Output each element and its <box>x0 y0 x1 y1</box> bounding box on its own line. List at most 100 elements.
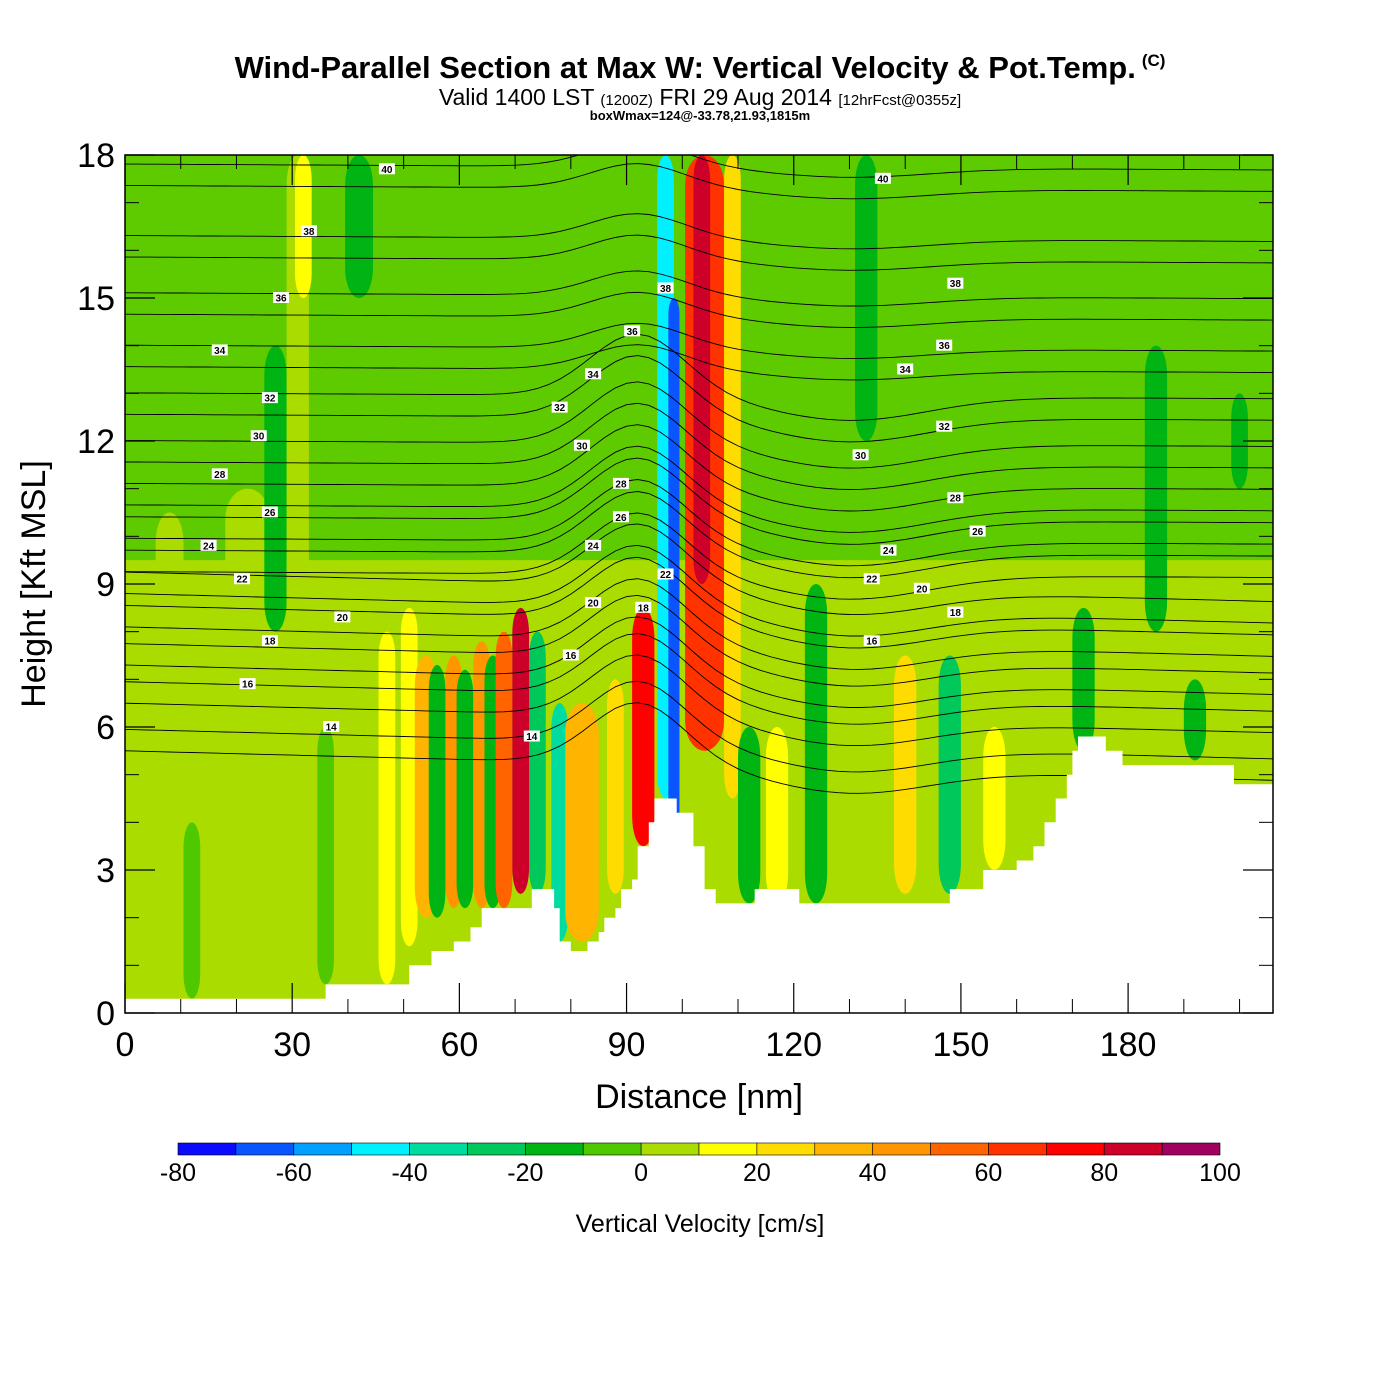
isentrope-30-0 <box>125 402 1273 490</box>
isentrope-label-bg <box>880 544 897 556</box>
isentrope-28-1 <box>125 424 1273 512</box>
colorbar-tick--80: -80 <box>160 1159 196 1187</box>
y-tick-label-15: 15 <box>77 280 115 318</box>
isentrope-label-6: 28 <box>211 468 228 481</box>
isentrope-label-text: 22 <box>236 575 248 586</box>
y-tick-label-9: 9 <box>96 566 115 604</box>
isentrope-label-text: 40 <box>381 165 393 176</box>
isentrope-label-28: 38 <box>947 277 964 290</box>
isentrope-label-16: 28 <box>612 477 629 490</box>
boxwmax-info: boxWmax=124@-33.78,21.93,1815m <box>589 108 811 123</box>
y-tick-label-0: 0 <box>96 995 115 1033</box>
y-tick-label-6: 6 <box>96 709 115 747</box>
isentrope-label-8: 24 <box>200 539 217 552</box>
isentrope-label-bg <box>585 368 602 380</box>
velocity-plume-17 <box>512 607 530 894</box>
isentrope-label-20: 16 <box>562 649 579 662</box>
terrain-mask <box>125 736 1273 1013</box>
colorbar-swatch-7 <box>582 1142 642 1156</box>
velocity-plume-24 <box>668 298 680 847</box>
isentrope-36-0 <box>125 291 1273 328</box>
isentrope-label-text: 16 <box>565 651 577 662</box>
isentrope-label-30: 34 <box>897 363 914 376</box>
isentrope-label-bg <box>897 363 914 375</box>
y-tick-label-18: 18 <box>77 137 115 175</box>
isentrope-label-bg <box>378 163 395 175</box>
velocity-plume-38 <box>1231 393 1248 489</box>
isentrope-label-bg <box>562 649 579 661</box>
x-tick-label-60: 60 <box>440 1026 478 1064</box>
isentrope-label-text: 28 <box>950 494 962 505</box>
isentrope-label-text: 30 <box>253 432 265 443</box>
velocity-plume-3 <box>264 345 287 632</box>
colorbar-swatch-12 <box>872 1142 931 1156</box>
isentrope-label-bg <box>947 492 964 504</box>
isentrope-32-1 <box>125 333 1273 421</box>
isentrope-label-13: 14 <box>323 721 340 734</box>
velocity-plume-8 <box>378 631 396 985</box>
colorbar-tick-100: 100 <box>1199 1159 1241 1187</box>
isentrope-label-bg <box>657 568 674 580</box>
isentrope-label-4: 32 <box>261 392 278 405</box>
x-axis-label: Distance [nm] <box>595 1078 803 1116</box>
title-main: Wind-Parallel Section at Max W: Vertical… <box>234 50 1136 85</box>
isentrope-label-21: 14 <box>523 730 540 743</box>
isentrope-label-text: 34 <box>214 346 226 357</box>
colorbar-tick--20: -20 <box>507 1159 543 1187</box>
colorbar-label: Vertical Velocity [cm/s] <box>576 1210 825 1238</box>
isentrope-label-7: 26 <box>261 506 278 519</box>
colorbar-tick-20: 20 <box>743 1159 771 1187</box>
isentrope-label-text: 32 <box>554 403 566 414</box>
isentrope-22-1 <box>125 523 1273 616</box>
isentrope-label-33: 28 <box>947 492 964 505</box>
isentrope-label-10: 20 <box>334 611 351 624</box>
isentrope-label-text: 28 <box>214 470 226 481</box>
isentrope-label-bg <box>261 506 278 518</box>
isentrope-18-0 <box>125 616 1273 708</box>
isentrope-label-bg <box>863 573 880 585</box>
isentrope-label-bg <box>624 325 641 337</box>
chart-titles: Wind-Parallel Section at Max W: Vertical… <box>0 0 1400 130</box>
velocity-plume-29 <box>765 727 789 904</box>
velocity-plume-2 <box>183 822 201 999</box>
colorbar-tick--60: -60 <box>276 1159 312 1187</box>
colorbar-swatch-14 <box>988 1142 1047 1156</box>
isentrope-40-0 <box>125 163 1273 200</box>
colorbar-swatch-10 <box>756 1142 816 1156</box>
isentrope-label-bg <box>273 292 290 303</box>
isentrope-label-text: 22 <box>660 570 672 581</box>
isentrope-label-5: 30 <box>250 430 267 443</box>
velocity-plume-21 <box>607 679 624 894</box>
isentrope-label-text: 18 <box>950 608 962 619</box>
isentrope-label-bg <box>863 635 880 647</box>
isentrope-label-bg <box>211 344 228 356</box>
isentrope-38-0 <box>125 234 1273 271</box>
x-tick-label-30: 30 <box>273 1026 311 1064</box>
colorbar-swatch-13 <box>930 1142 989 1156</box>
isentrope-label-text: 30 <box>855 451 867 462</box>
isentrope-label-19: 20 <box>585 597 602 610</box>
isentrope-34-0 <box>125 344 1273 381</box>
isentrope-38-1 <box>125 213 1273 250</box>
isentrope-label-text: 32 <box>264 394 276 405</box>
velocity-plume-30 <box>804 584 828 904</box>
isentrope-label-11: 18 <box>261 635 278 648</box>
isentrope-label-bg <box>211 468 228 480</box>
isentrope-label-bg <box>573 439 590 451</box>
isentrope-label-text: 24 <box>203 541 215 552</box>
isentrope-label-text: 36 <box>939 341 951 352</box>
isentrope-label-9: 22 <box>234 573 251 586</box>
isentrope-label-bg <box>612 511 629 523</box>
isentrope-label-text: 20 <box>588 599 600 610</box>
isentrope-label-text: 40 <box>877 174 889 185</box>
isentrope-label-text: 38 <box>303 227 315 238</box>
isentrope-16-0 <box>125 654 1273 747</box>
colorbar-swatch-2 <box>293 1142 352 1156</box>
x-tick-label-180: 180 <box>1100 1026 1157 1064</box>
colorbar-tick-60: 60 <box>975 1159 1003 1187</box>
velocity-plume-20 <box>565 703 599 942</box>
isentrope-26-1 <box>125 457 1273 545</box>
isentrope-label-bg <box>239 678 256 690</box>
isentrope-label-text: 38 <box>660 284 672 295</box>
